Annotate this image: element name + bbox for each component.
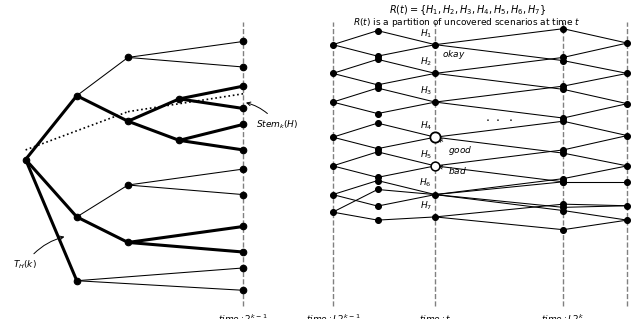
Point <box>430 71 440 76</box>
Point <box>372 54 383 59</box>
Point <box>372 85 383 91</box>
Point <box>558 119 568 124</box>
Point <box>558 84 568 89</box>
Point <box>328 71 338 76</box>
Point <box>558 115 568 121</box>
Point <box>622 218 632 223</box>
Point <box>238 147 248 152</box>
Point <box>238 106 248 111</box>
Text: $\cdot\ \cdot\ \cdot$: $\cdot\ \cdot\ \cdot$ <box>485 113 513 126</box>
Point <box>174 138 184 143</box>
Text: $H_4$: $H_4$ <box>420 120 432 132</box>
Point <box>372 178 383 183</box>
Point <box>238 122 248 127</box>
Point <box>558 176 568 181</box>
Point <box>558 179 568 184</box>
Point <box>238 265 248 271</box>
Text: $H_1$: $H_1$ <box>420 27 432 40</box>
Point <box>372 204 383 209</box>
Text: $good$: $good$ <box>438 139 472 157</box>
Point <box>430 42 440 47</box>
Point <box>558 147 568 152</box>
Point <box>72 278 82 283</box>
Point <box>622 203 632 208</box>
Point <box>430 214 440 219</box>
Text: $H_7$: $H_7$ <box>420 199 432 212</box>
Text: $bad$: $bad$ <box>439 165 467 175</box>
Point <box>558 26 568 31</box>
Point <box>622 71 632 76</box>
Text: $R(t)$ is a partition of uncovered scenarios at time $t$: $R(t)$ is a partition of uncovered scena… <box>353 16 581 29</box>
Point <box>622 179 632 184</box>
Point <box>123 240 133 245</box>
Point <box>372 28 383 33</box>
Point <box>430 135 440 140</box>
Point <box>238 64 248 70</box>
Point <box>372 111 383 116</box>
Point <box>238 192 248 197</box>
Point <box>372 218 383 223</box>
Text: $H_2$: $H_2$ <box>420 56 432 68</box>
Text: $time: 2^{k-1}$: $time: 2^{k-1}$ <box>218 313 268 319</box>
Text: $time: t$: $time: t$ <box>419 313 452 319</box>
Point <box>238 288 248 293</box>
Point <box>430 192 440 197</box>
Point <box>558 202 568 207</box>
Point <box>328 210 338 215</box>
Point <box>558 151 568 156</box>
Point <box>430 100 440 105</box>
Point <box>328 192 338 197</box>
Text: $H_3$: $H_3$ <box>420 85 432 97</box>
Point <box>372 149 383 154</box>
Point <box>622 133 632 138</box>
Text: $okay$: $okay$ <box>442 48 465 61</box>
Point <box>328 135 338 140</box>
Point <box>558 208 568 213</box>
Point <box>238 39 248 44</box>
Point <box>430 135 440 140</box>
Point <box>430 163 440 168</box>
Point <box>558 205 568 210</box>
Text: $H_5$: $H_5$ <box>420 148 432 161</box>
Point <box>622 41 632 46</box>
Point <box>123 119 133 124</box>
Point <box>328 42 338 47</box>
Text: $time: L2^{k-1}$: $time: L2^{k-1}$ <box>305 313 360 319</box>
Text: $T_H(k)$: $T_H(k)$ <box>13 236 63 271</box>
Text: $time: L2^k$: $time: L2^k$ <box>541 313 585 319</box>
Point <box>372 187 383 192</box>
Point <box>174 96 184 101</box>
Text: $Stem_k(H)$: $Stem_k(H)$ <box>247 102 298 131</box>
Point <box>328 163 338 168</box>
Point <box>622 101 632 106</box>
Point <box>238 249 248 255</box>
Point <box>20 157 31 162</box>
Point <box>123 182 133 188</box>
Point <box>72 214 82 219</box>
Text: $H_6$: $H_6$ <box>419 177 432 189</box>
Point <box>558 179 568 184</box>
Text: $R(t) = \{H_1, H_2, H_3, H_4, H_5, H_6, H_7\}$: $R(t) = \{H_1, H_2, H_3, H_4, H_5, H_6, … <box>388 3 546 17</box>
Point <box>372 57 383 62</box>
Point <box>558 227 568 232</box>
Point <box>372 146 383 151</box>
Point <box>328 100 338 105</box>
Point <box>372 121 383 126</box>
Point <box>558 58 568 63</box>
Point <box>72 93 82 98</box>
Point <box>123 55 133 60</box>
Point <box>558 55 568 60</box>
Point <box>622 163 632 168</box>
Point <box>558 87 568 92</box>
Point <box>238 84 248 89</box>
Point <box>238 167 248 172</box>
Point <box>238 224 248 229</box>
Point <box>372 82 383 87</box>
Point <box>372 175 383 180</box>
